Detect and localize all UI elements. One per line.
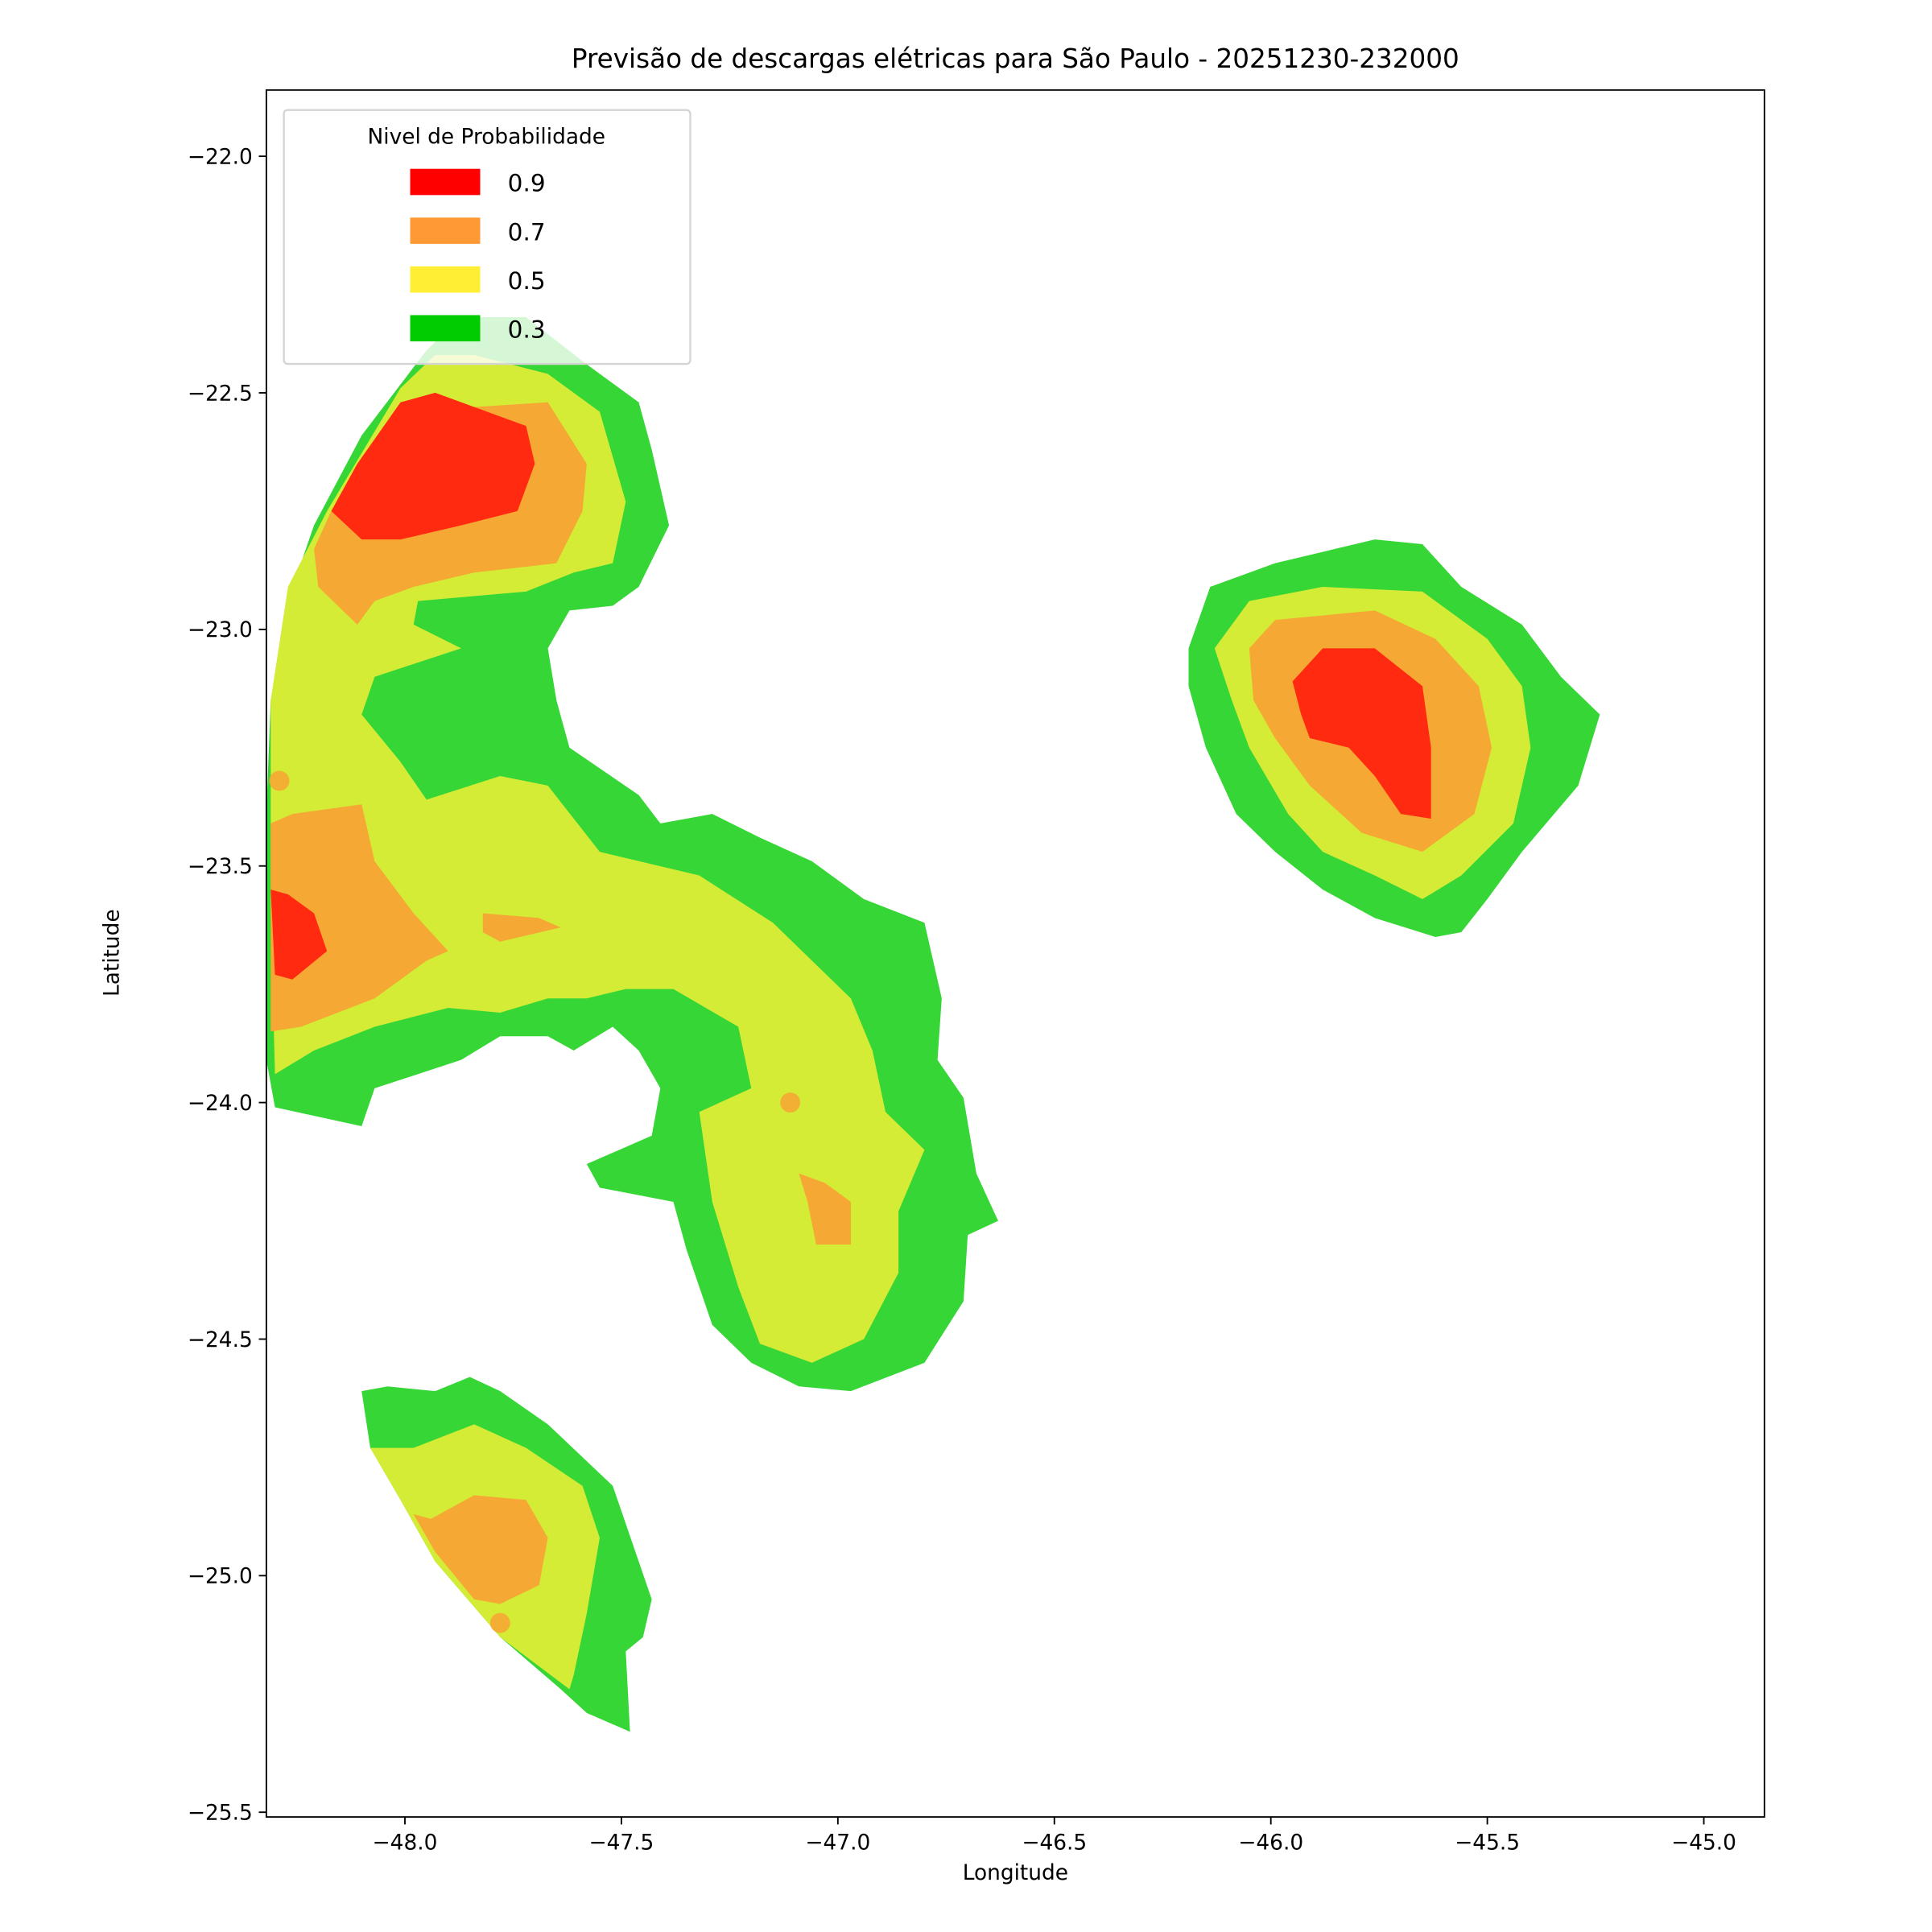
probability-points (269, 770, 801, 1633)
legend-label: 0.3 (508, 316, 546, 343)
x-tick-label: −47.0 (805, 1830, 870, 1855)
contour-region-09 (331, 392, 535, 540)
x-tick-label: −45.0 (1671, 1830, 1736, 1855)
y-axis-ticks: −22.0 −22.5 −23.0 −23.5 −24.0 −24.5 −25.0 −25.5 (188, 144, 266, 1826)
legend-swatch (410, 266, 481, 293)
y-tick-label: −23.0 (188, 617, 253, 642)
y-tick-label: −25.5 (188, 1801, 253, 1826)
y-axis-label: Latitude (100, 909, 125, 997)
y-tick-label: −22.5 (188, 381, 253, 406)
legend-entries: 0.9 0.7 0.5 0.3 (410, 168, 546, 343)
y-tick-label: −25.0 (188, 1564, 253, 1589)
contour-regions (266, 316, 1600, 1732)
contour-region-05 (270, 355, 925, 1363)
contour-region-07 (413, 1495, 548, 1604)
x-axis-ticks: −48.0 −47.5 −47.0 −46.5 −46.0 −45.5 −45.0 (373, 1817, 1736, 1855)
legend: Nivel de Probabilidade 0.9 0.7 0.5 0.3 (283, 109, 691, 365)
contour-region-07 (799, 1173, 851, 1245)
legend-label: 0.7 (508, 218, 546, 246)
y-tick-label: −22.0 (188, 144, 253, 169)
contour-region-07 (270, 804, 448, 1032)
contour-region-07 (482, 913, 561, 942)
contour-region-09 (1292, 648, 1431, 819)
x-tick-label: −46.0 (1238, 1830, 1303, 1855)
plot-frame (265, 89, 1765, 1818)
x-tick-label: −48.0 (373, 1830, 438, 1855)
legend-swatch (410, 168, 481, 196)
legend-swatch (410, 315, 481, 342)
chart-title: Previsão de descargas elétricas para São… (572, 43, 1459, 74)
legend-label: 0.5 (508, 267, 546, 295)
probability-point (780, 1092, 801, 1113)
legend-label: 0.9 (508, 170, 546, 197)
probability-point (269, 770, 290, 791)
x-tick-label: −47.5 (588, 1830, 654, 1855)
contour-region-09 (270, 890, 328, 980)
y-tick-label: −24.5 (188, 1327, 253, 1352)
probability-point (489, 1612, 510, 1633)
legend-box (283, 109, 691, 365)
legend-swatch (410, 217, 481, 244)
x-axis-label: Longitude (963, 1860, 1068, 1885)
y-tick-label: −23.5 (188, 854, 253, 879)
x-tick-label: −46.5 (1022, 1830, 1087, 1855)
y-tick-label: −24.0 (188, 1091, 253, 1116)
x-tick-label: −45.5 (1455, 1830, 1520, 1855)
legend-title: Nivel de Probabilidade (368, 125, 605, 150)
